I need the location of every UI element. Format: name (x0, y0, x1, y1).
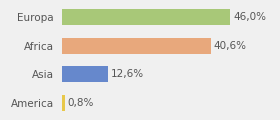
Bar (62, 9, 230, 25)
Bar (62, 95, 64, 111)
Text: 0,8%: 0,8% (67, 98, 94, 108)
Bar (62, 38, 211, 54)
Text: 40,6%: 40,6% (213, 41, 246, 51)
Text: 12,6%: 12,6% (111, 69, 144, 79)
Text: 46,0%: 46,0% (233, 12, 266, 22)
Bar (62, 66, 108, 82)
